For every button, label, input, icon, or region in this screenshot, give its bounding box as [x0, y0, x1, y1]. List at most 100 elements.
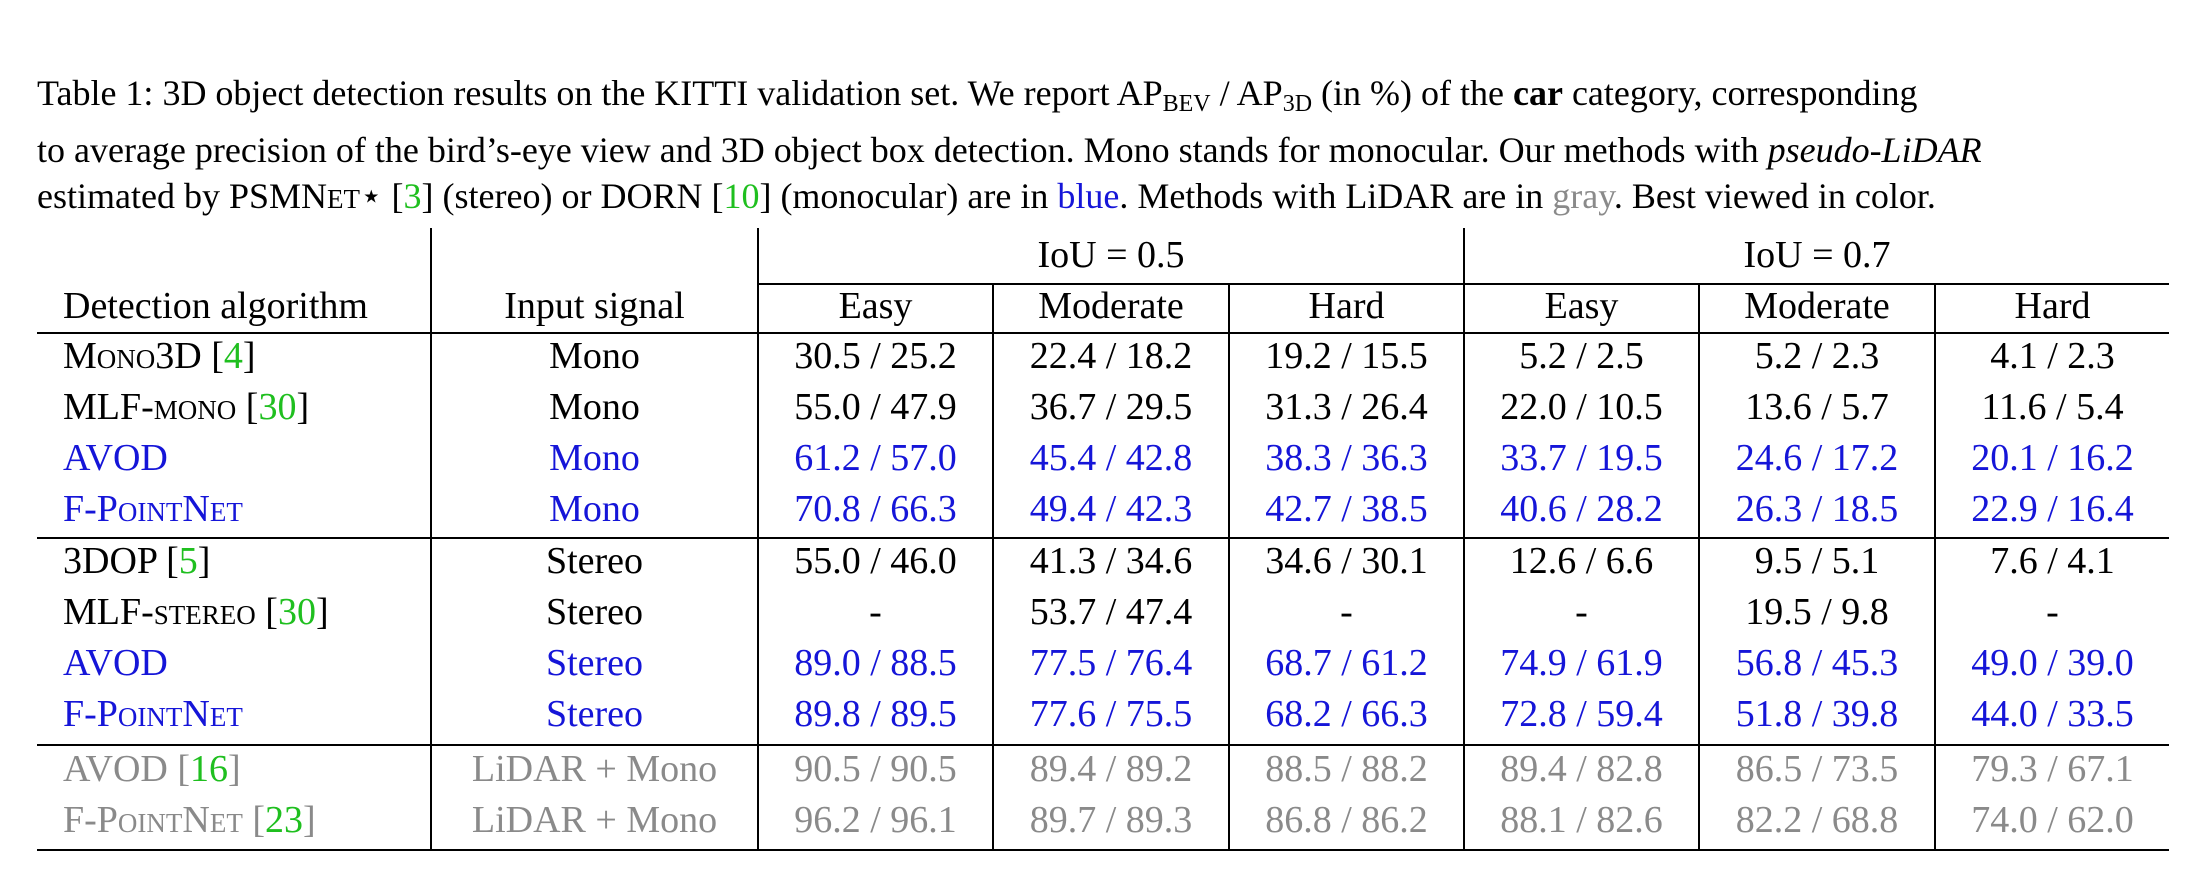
ap-value: 36.7 / 29.5 [1029, 386, 1193, 428]
ap-value: 77.6 / 75.5 [1029, 693, 1193, 735]
column-divider [1698, 283, 1700, 851]
ap-value: 68.2 / 66.3 [1265, 693, 1428, 735]
method-label: F-PointNet [63, 799, 243, 841]
ap-value: 42.7 / 38.5 [1265, 488, 1428, 530]
column-header-difficulty: Hard [2014, 285, 2091, 327]
ap-value: 30.5 / 25.2 [794, 335, 957, 377]
method-name: MLF-mono [30] [63, 386, 310, 428]
ap-value: 74.0 / 62.0 [1971, 799, 2134, 841]
method-name: AVOD [16] [63, 748, 241, 790]
ap-value: 86.5 / 73.5 [1735, 748, 1899, 790]
method-name: Mono3D [4] [63, 335, 256, 377]
method-label: 3DOP [63, 540, 157, 582]
bottom-rule [37, 849, 2169, 851]
method-name: MLF-stereo [30] [63, 591, 329, 633]
method-label: MLF-mono [63, 386, 237, 428]
method-name: AVOD [63, 638, 168, 688]
citation-link[interactable]: 30 [258, 386, 297, 428]
ap-value: 70.8 / 66.3 [794, 488, 957, 530]
ap-value: 4.1 / 2.3 [1990, 335, 2115, 377]
citation-link[interactable]: 4 [223, 335, 243, 377]
column-header-algorithm: Detection algorithm [63, 285, 368, 327]
ap-value: 22.0 / 10.5 [1500, 386, 1663, 428]
method-name: AVOD [63, 433, 168, 483]
ap-value: 11.6 / 5.4 [1981, 386, 2124, 428]
ap-value: 44.0 / 33.5 [1971, 693, 2134, 735]
method-name: F-PointNet [63, 484, 243, 534]
ap-value: 88.1 / 82.6 [1500, 799, 1663, 841]
method-label: MLF-stereo [63, 591, 256, 633]
table-caption: Table 1: 3D object detection results on … [37, 70, 2169, 222]
ap-value: 26.3 / 18.5 [1735, 488, 1899, 530]
input-signal: Stereo [545, 540, 644, 582]
ap-value: 55.0 / 47.9 [794, 386, 957, 428]
column-header-difficulty: Moderate [1744, 285, 1890, 327]
column-divider [1463, 228, 1465, 851]
ap-value: 89.7 / 89.3 [1029, 799, 1193, 841]
column-header-difficulty: Moderate [1038, 285, 1184, 327]
ap-value: 12.6 / 6.6 [1509, 540, 1654, 582]
column-header-input: Input signal [504, 285, 685, 327]
caption-line-1: Table 1: 3D object detection results on … [37, 73, 1918, 117]
ap-value: 86.8 / 86.2 [1265, 799, 1428, 841]
ap-value: 61.2 / 57.0 [794, 437, 957, 479]
ap-value: 19.2 / 15.5 [1265, 335, 1428, 377]
ap-value: 89.8 / 89.5 [794, 693, 957, 735]
method-label: AVOD [63, 748, 168, 790]
input-signal: LiDAR + Mono [471, 799, 718, 841]
input-signal: Mono [549, 437, 640, 479]
ap-value: 79.3 / 67.1 [1971, 748, 2134, 790]
method-label: AVOD [63, 437, 168, 479]
method-name: F-PointNet [63, 689, 243, 739]
ap-value: 22.4 / 18.2 [1029, 335, 1193, 377]
ap-value: 45.4 / 42.8 [1029, 437, 1193, 479]
input-signal: Stereo [545, 693, 644, 735]
ap-value: 89.0 / 88.5 [794, 642, 957, 684]
citation-link[interactable]: 16 [190, 748, 229, 790]
ap-value: 20.1 / 16.2 [1971, 437, 2134, 479]
ap-value: 89.4 / 82.8 [1500, 748, 1663, 790]
ap-value: 96.2 / 96.1 [794, 799, 957, 841]
column-divider [992, 283, 994, 851]
ap-value: 56.8 / 45.3 [1735, 642, 1899, 684]
ap-value: 49.4 / 42.3 [1029, 488, 1193, 530]
ap-value: 88.5 / 88.2 [1265, 748, 1428, 790]
method-name: F-PointNet [23] [63, 799, 316, 841]
ap-value: 82.2 / 68.8 [1735, 799, 1899, 841]
ap-value: - [2046, 591, 2059, 633]
citation-link[interactable]: 3 [403, 176, 422, 216]
method-label: Mono3D [63, 335, 202, 377]
section-rule [37, 537, 2169, 539]
ap-value: 9.5 / 5.1 [1754, 540, 1880, 582]
section-rule [37, 744, 2169, 746]
ap-value: 77.5 / 76.4 [1029, 642, 1193, 684]
ap-value: 89.4 / 89.2 [1029, 748, 1193, 790]
ap-value: 90.5 / 90.5 [794, 748, 957, 790]
input-signal: Stereo [545, 642, 644, 684]
ap-value: 33.7 / 19.5 [1500, 437, 1663, 479]
ap-value: 55.0 / 46.0 [794, 540, 957, 582]
ap-value: 7.6 / 4.1 [1990, 540, 2115, 582]
caption-line-3: estimated by PSMNET⋆ [3] (stereo) or DOR… [37, 176, 1936, 216]
citation-link[interactable]: 23 [265, 799, 303, 841]
ap-value: 74.9 / 61.9 [1500, 642, 1663, 684]
header-rule [37, 332, 2169, 334]
ap-value: 5.2 / 2.5 [1519, 335, 1644, 377]
iou-group-header: IoU = 0.7 [1743, 234, 1891, 276]
caption-line-2: to average precision of the bird’s-eye v… [37, 130, 1982, 170]
ap-value: - [1575, 591, 1588, 633]
column-divider [1934, 283, 1936, 851]
input-signal: Mono [549, 386, 640, 428]
citation-link[interactable]: 5 [178, 540, 198, 582]
ap-value: 38.3 / 36.3 [1265, 437, 1428, 479]
citation-link[interactable]: 10 [723, 176, 760, 216]
ap-value: 22.9 / 16.4 [1971, 488, 2134, 530]
input-signal: Stereo [545, 591, 644, 633]
ap-value: 41.3 / 34.6 [1029, 540, 1193, 582]
method-label: F-PointNet [63, 693, 243, 735]
ap-value: 24.6 / 17.2 [1735, 437, 1899, 479]
iou-group-header: IoU = 0.5 [1037, 234, 1185, 276]
ap-value: 68.7 / 61.2 [1265, 642, 1428, 684]
citation-link[interactable]: 30 [277, 591, 316, 633]
ap-value: 19.5 / 9.8 [1745, 591, 1889, 633]
